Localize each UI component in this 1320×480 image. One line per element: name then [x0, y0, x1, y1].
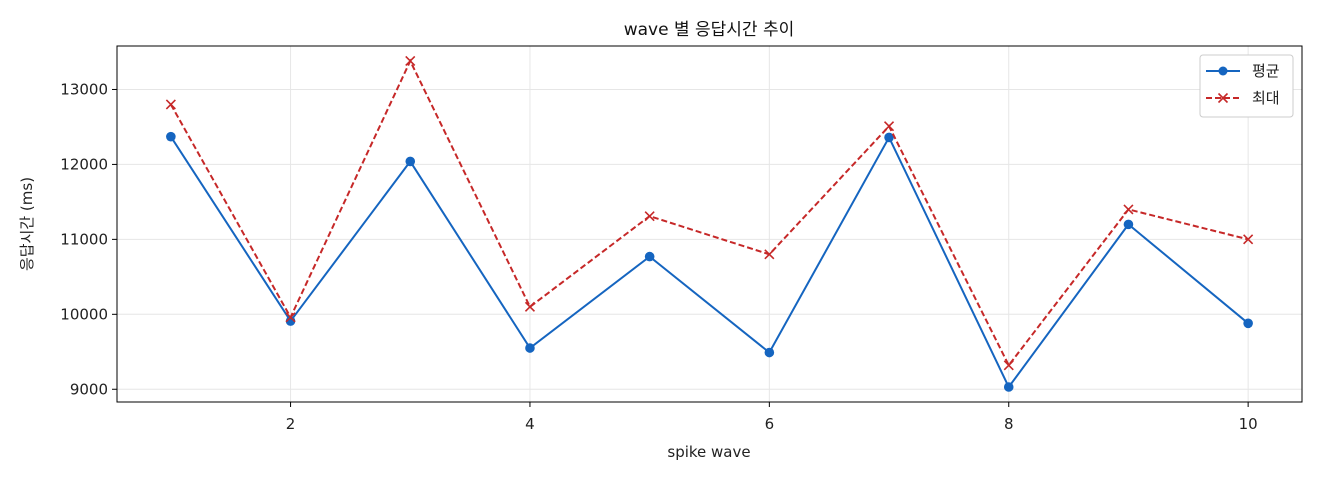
series-line-avg	[170, 135, 1249, 389]
legend: 평균 최대	[1199, 54, 1294, 118]
x-tick-label: 6	[765, 415, 775, 433]
data-point-avg	[644, 251, 655, 262]
x-tick-label: 10	[1239, 415, 1258, 433]
data-point-max	[764, 249, 775, 260]
legend-marker-avg	[1218, 66, 1228, 76]
data-point-max	[285, 312, 296, 323]
data-point-avg	[884, 132, 894, 143]
data-point-avg	[1123, 219, 1134, 230]
data-point-max	[165, 99, 176, 110]
y-tick-label: 13000	[60, 80, 108, 98]
y-tick-label: 11000	[60, 230, 108, 248]
data-point-max	[1003, 360, 1014, 371]
x-tick-label: 8	[1004, 415, 1014, 433]
legend-label-max: 최대	[1252, 89, 1280, 107]
data-point-avg	[166, 131, 176, 142]
data-point-max	[524, 301, 536, 312]
series-line-max	[169, 58, 1249, 368]
data-point-max	[883, 121, 895, 132]
y-tick-label: 9000	[70, 380, 108, 398]
x-tick-label: 2	[286, 415, 296, 433]
grid	[117, 46, 1302, 402]
data-point-avg	[405, 156, 416, 167]
y-tick-label: 12000	[60, 155, 108, 173]
data-point-avg	[1003, 382, 1014, 392]
data-point-max	[644, 211, 655, 222]
series-layer	[165, 55, 1254, 392]
x-axis-title: spike wave	[667, 443, 750, 461]
plot-frame	[116, 45, 1303, 403]
chart-title: wave 별 응답시간 추이	[624, 20, 795, 40]
data-point-max	[1123, 204, 1134, 215]
data-point-avg	[1243, 318, 1253, 329]
y-tick-label: 10000	[60, 305, 108, 323]
legend-label-avg: 평균	[1252, 62, 1280, 80]
data-point-avg	[764, 347, 775, 358]
axis-ticks: 2 4 6 8 10 9000 10000 11000 12000 13000	[60, 80, 1257, 433]
data-point-avg	[525, 343, 535, 353]
x-tick-label: 4	[525, 415, 535, 433]
legend-marker-max	[1217, 92, 1229, 104]
y-axis-title: 응답시간 (ms)	[18, 177, 36, 271]
data-point-max	[1243, 234, 1254, 245]
data-point-max	[405, 55, 416, 67]
